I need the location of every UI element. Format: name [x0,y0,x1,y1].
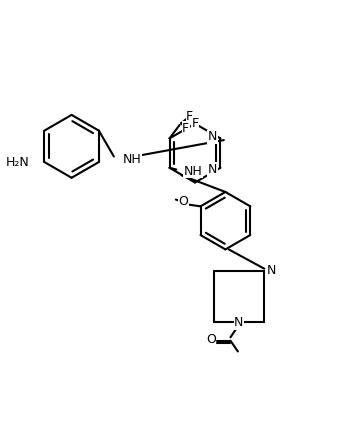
Text: N: N [208,130,217,143]
Text: H₂N: H₂N [5,155,29,169]
Text: NH: NH [122,153,141,166]
Text: N: N [234,316,244,329]
Text: O: O [206,333,216,346]
Text: O: O [179,195,188,208]
Text: F: F [191,117,198,130]
Text: N: N [208,163,217,176]
Text: F: F [182,122,189,135]
Text: N: N [267,264,276,277]
Text: F: F [186,110,193,123]
Text: NH: NH [184,165,203,178]
